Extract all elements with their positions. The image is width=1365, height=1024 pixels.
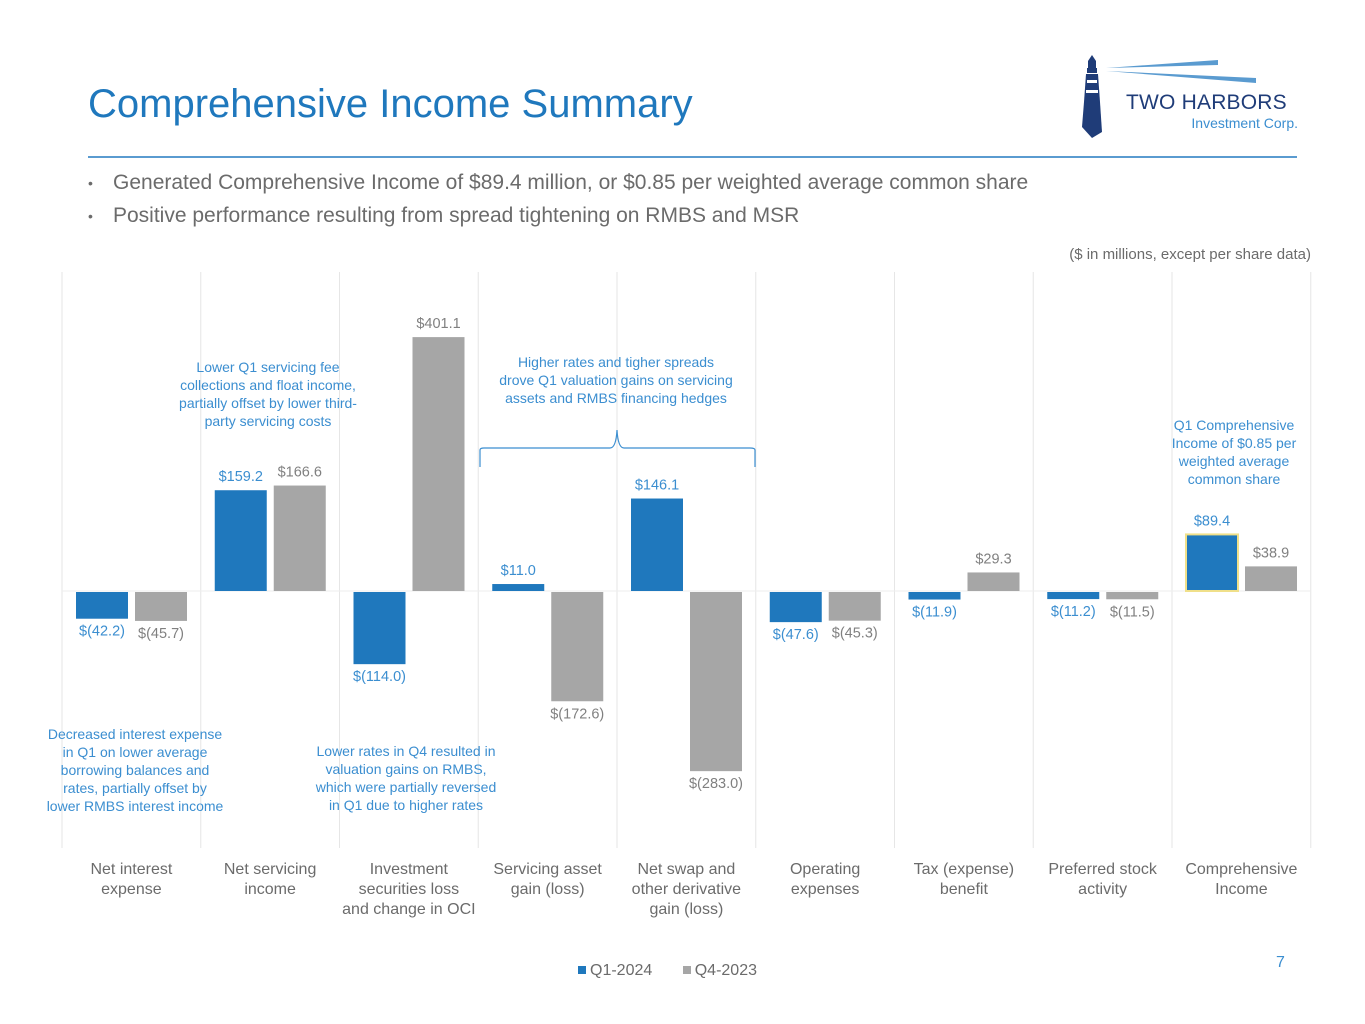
- bullet-dot-icon: •: [88, 175, 93, 191]
- category-label: Operating expenses: [790, 861, 860, 898]
- bar-q1: [214, 490, 267, 591]
- category-label: Investment securities loss and change in O…: [342, 861, 475, 918]
- category-label: Tax (expense) benefit: [914, 861, 1015, 898]
- data-label: $(283.0): [689, 776, 743, 792]
- chart-annotation: Higher rates and tigher spreads drove Q1 …: [499, 354, 732, 406]
- legend-item-q1: Q1-2024: [578, 962, 652, 979]
- category-label: Net swap and other derivative gain (loss): [632, 861, 741, 918]
- data-label: $(47.6): [773, 627, 819, 643]
- bar-q1: [1047, 592, 1100, 600]
- category-label: Preferred stock activity: [1048, 861, 1157, 898]
- bar-q4: [828, 592, 881, 621]
- bar-q1: [76, 592, 128, 619]
- bullet-item: • Generated Comprehensive Income of $89.4…: [88, 170, 1028, 203]
- bar-q1: [631, 498, 683, 591]
- data-label: $(42.2): [79, 624, 125, 640]
- data-label: $(114.0): [353, 669, 406, 685]
- legend-swatch-q1: [578, 966, 586, 974]
- data-label: $(11.2): [1051, 604, 1096, 620]
- legend-item-q4: Q4-2023: [682, 962, 757, 979]
- data-label: $(11.9): [912, 605, 957, 621]
- data-label: $(45.7): [138, 626, 184, 642]
- bar-q1: [353, 592, 406, 665]
- category-label: Servicing asset gain (loss): [493, 861, 602, 898]
- chart-annotation: Lower Q1 servicing fee collections and fl…: [179, 359, 357, 429]
- page-title: Comprehensive Income Summary: [88, 82, 693, 126]
- category-label: Comprehensive Income: [1185, 861, 1297, 898]
- data-label: $401.1: [416, 316, 460, 332]
- bar-q4: [967, 572, 1020, 591]
- chart-annotation: Decreased interest expense in Q1 on lower…: [47, 726, 224, 814]
- data-label: $89.4: [1194, 513, 1230, 529]
- bullet-dot-icon: •: [88, 208, 93, 224]
- chart-legend: Q1-2024 Q4-2023: [578, 962, 783, 980]
- legend-label-q1: Q1-2024: [590, 962, 653, 979]
- bar-q1: [492, 584, 545, 591]
- bullet-item: • Positive performance resulting from spr…: [88, 203, 1028, 236]
- bar-q4: [412, 337, 465, 591]
- bar-q4: [690, 592, 742, 772]
- bullet-text: Positive performance resulting from spre…: [113, 204, 800, 227]
- bar-q4: [1106, 592, 1159, 600]
- data-label: $29.3: [975, 551, 1011, 567]
- data-label: $(45.3): [832, 626, 878, 642]
- bar-q1: [908, 592, 961, 600]
- data-label: $(172.6): [550, 706, 604, 722]
- company-logo: TWO HARBORS Investment Corp.: [1078, 52, 1303, 142]
- units-note: ($ in millions, except per share data): [1069, 246, 1311, 263]
- category-label: Net interest expense: [90, 861, 172, 898]
- data-label: $11.0: [501, 563, 536, 579]
- bullet-text: Generated Comprehensive Income of $89.4 …: [113, 171, 1029, 194]
- title-divider: [88, 156, 1297, 158]
- chart-annotation: Lower rates in Q4 resulted in valuation g…: [315, 743, 497, 813]
- chart-annotation: Q1 Comprehensive Income of $0.85 per weigh…: [1172, 417, 1297, 487]
- legend-swatch-q4: [682, 966, 691, 974]
- data-label: $38.9: [1253, 545, 1289, 561]
- bar-q4: [273, 485, 326, 591]
- annotation-brace: [479, 429, 756, 467]
- logo-subtitle-text: Investment Corp.: [1191, 115, 1298, 131]
- bar-q1: [1185, 533, 1239, 592]
- bullet-list: • Generated Comprehensive Income of $89.4…: [88, 170, 1028, 236]
- legend-label-q4: Q4-2023: [694, 962, 757, 979]
- bar-q1: [769, 592, 822, 623]
- category-label: Net servicing income: [224, 861, 316, 898]
- data-label: $146.1: [635, 478, 679, 494]
- page-number: 7: [1276, 954, 1285, 971]
- lighthouse-icon: [1082, 55, 1256, 138]
- data-label: $(11.5): [1110, 604, 1155, 620]
- bar-q4: [1245, 566, 1297, 591]
- data-label: $166.6: [278, 465, 322, 481]
- bar-q4: [551, 592, 604, 702]
- logo-brand-text: TWO HARBORS: [1126, 91, 1287, 114]
- data-label: $159.2: [219, 469, 263, 485]
- bar-q4: [135, 592, 187, 621]
